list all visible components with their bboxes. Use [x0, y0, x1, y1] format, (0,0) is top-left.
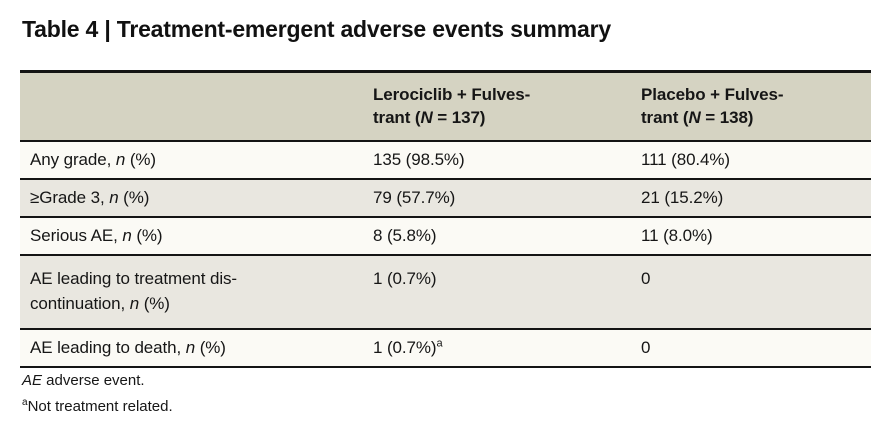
header-placebo-n: N: [688, 108, 701, 127]
row-label-grade3: ≥Grade 3, n (%): [20, 179, 360, 217]
ae-discontinuation-lerociclib-value: 1 (0.7%): [373, 269, 437, 288]
table-row-ae-discontinuation: AE leading to treatment dis-continuation…: [20, 255, 871, 329]
header-lerociclib-line1: Lerociclib + Fulves-: [373, 85, 531, 104]
table-row-serious-ae: Serious AE, n (%) 8 (5.8%) 11 (8.0%): [20, 217, 871, 255]
row-label-text: Any grade,: [30, 150, 116, 169]
row-label-n-var: n: [115, 150, 126, 169]
header-placebo-line2-post: = 138): [700, 108, 754, 127]
row-label-suffix: (%): [139, 294, 170, 313]
row-label-ae-death: AE leading to death, n (%): [20, 329, 360, 367]
row-label-suffix: (%): [125, 150, 156, 169]
footnote-abbreviation: AE adverse event.: [22, 370, 173, 391]
serious-ae-placebo-value: 11 (8.0%): [641, 226, 713, 245]
header-lerociclib-line2-post: = 137): [432, 108, 486, 127]
ae-death-lerociclib-value: 1 (0.7%)a: [360, 329, 628, 367]
row-label-n-var: n: [129, 294, 140, 313]
header-placebo-line1: Placebo + Fulves-: [641, 85, 784, 104]
table-row-ae-death: AE leading to death, n (%) 1 (0.7%)a 0: [20, 329, 871, 367]
grade3-placebo-value: 21 (15.2%): [641, 188, 724, 207]
serious-ae-lerociclib-value: 8 (5.8%): [373, 226, 437, 245]
row-label-line1: AE leading to treatment dis-: [30, 269, 237, 288]
row-label-text: ≥Grade 3,: [30, 188, 110, 207]
row-label-text: AE leading to death,: [30, 338, 186, 357]
adverse-events-table: Lerociclib + Fulves- trant (N = 137) Pla…: [20, 70, 871, 368]
header-placebo-column: Placebo + Fulves- trant (N = 138): [628, 71, 871, 141]
footnote-abbrev-definition: adverse event.: [42, 372, 145, 389]
row-label-serious-ae: Serious AE, n (%): [20, 217, 360, 255]
table-header-row: Lerociclib + Fulves- trant (N = 137) Pla…: [20, 71, 871, 141]
row-label-text: Serious AE,: [30, 226, 123, 245]
header-placebo-line2-pre: trant (: [641, 108, 689, 127]
ae-death-lerociclib-number: 1 (0.7%): [373, 338, 437, 357]
any-grade-placebo-value: 111 (80.4%): [641, 150, 730, 169]
footnote-abbrev-term: AE: [22, 372, 43, 389]
row-label-n-var: n: [109, 188, 119, 207]
table-title-text: Table 4 | Treatment-emergent adverse eve…: [22, 16, 611, 42]
row-label-ae-discontinuation: AE leading to treatment dis-continuation…: [20, 255, 360, 329]
footnote-a-symbol: a: [22, 397, 28, 408]
grade3-lerociclib-value: 79 (57.7%): [373, 188, 456, 207]
row-label-suffix: (%): [195, 338, 226, 357]
footnote-a-text: Not treatment related.: [27, 398, 173, 415]
row-label-any-grade: Any grade, n (%): [20, 141, 360, 179]
table-row-any-grade: Any grade, n (%) 135 (98.5%) 111 (80.4%): [20, 141, 871, 179]
row-label-n-var: n: [185, 338, 196, 357]
any-grade-lerociclib-value: 135 (98.5%): [373, 150, 465, 169]
row-label-suffix: (%): [131, 226, 163, 245]
table-footnotes: AE adverse event. aNot treatment related…: [22, 370, 173, 422]
row-label-line2: continuation,: [30, 294, 130, 313]
header-lerociclib-column: Lerociclib + Fulves- trant (N = 137): [360, 71, 628, 141]
ae-discontinuation-placebo-value: 0: [641, 269, 651, 288]
ae-death-placebo-value: 0: [641, 338, 651, 357]
header-row-label-column: [20, 71, 360, 141]
table-row-grade3: ≥Grade 3, n (%) 79 (57.7%) 21 (15.2%): [20, 179, 871, 217]
footnote-a: aNot treatment related.: [22, 396, 173, 417]
header-lerociclib-line2-pre: trant (: [373, 108, 421, 127]
footnote-a-marker: a: [436, 337, 443, 350]
table-title: Table 4 | Treatment-emergent adverse eve…: [22, 16, 611, 43]
header-lerociclib-n: N: [420, 108, 433, 127]
row-label-n-var: n: [122, 226, 132, 245]
row-label-suffix: (%): [118, 188, 150, 207]
